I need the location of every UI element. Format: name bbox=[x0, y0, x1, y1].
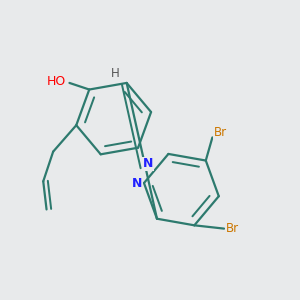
Text: Br: Br bbox=[214, 126, 227, 139]
Text: Br: Br bbox=[226, 222, 239, 235]
Text: N: N bbox=[143, 157, 153, 170]
Text: HO: HO bbox=[46, 75, 66, 88]
Text: N: N bbox=[132, 176, 142, 190]
Text: H: H bbox=[111, 67, 119, 80]
